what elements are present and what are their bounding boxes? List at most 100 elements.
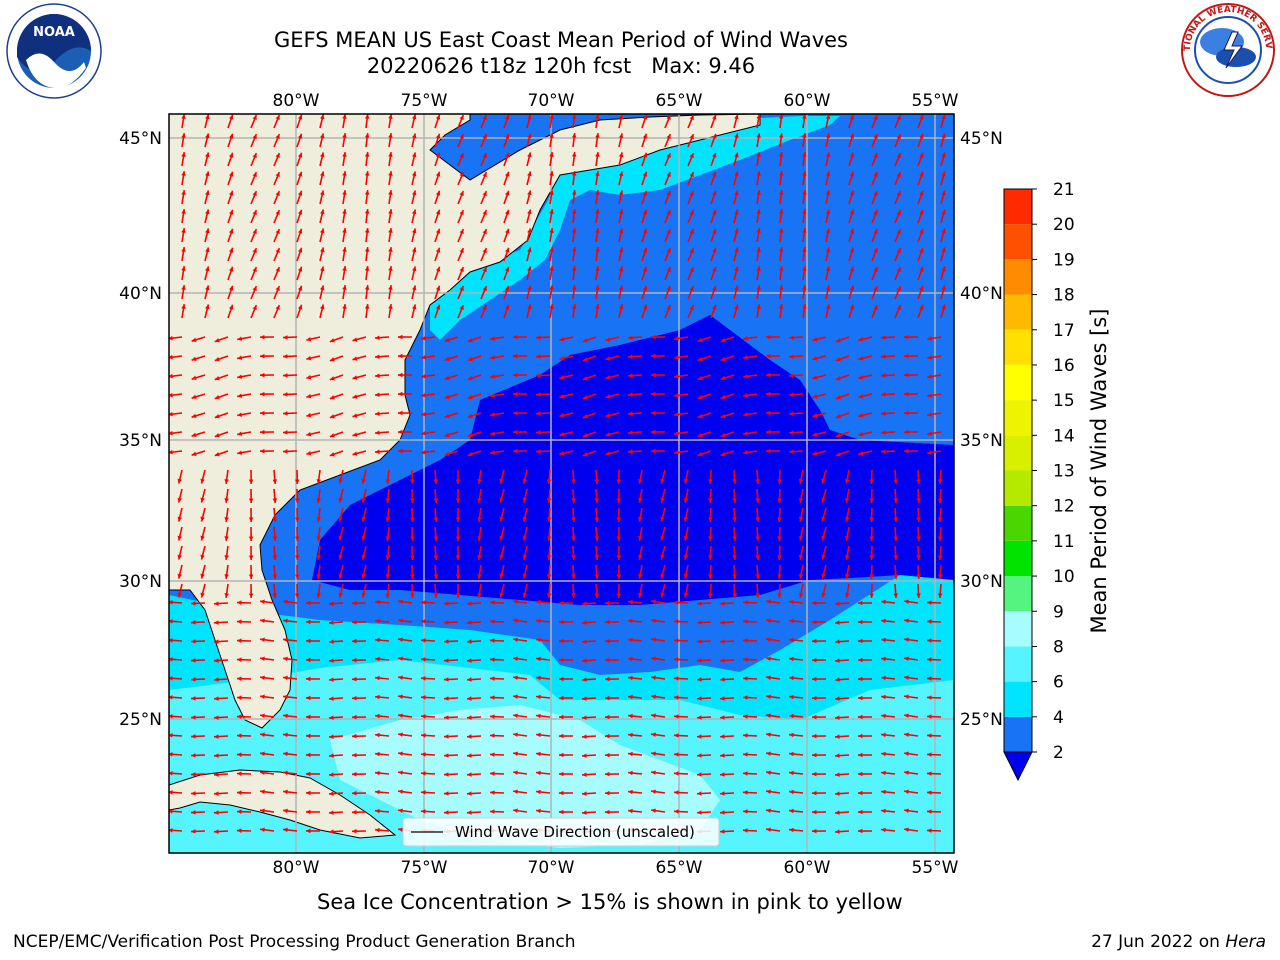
wave-direction-arrow [411, 171, 417, 186]
wave-direction-arrow [880, 411, 896, 416]
wave-direction-arrow [397, 448, 413, 454]
wave-direction-arrow [788, 618, 804, 624]
wave-direction-arrow [224, 526, 229, 541]
wave-direction-arrow [743, 412, 758, 417]
wave-direction-arrow [825, 171, 831, 186]
wave-direction-arrow [857, 676, 873, 682]
wave-direction-arrow [778, 247, 784, 262]
wave-direction-arrow [191, 336, 206, 343]
wave-direction-arrow [871, 133, 878, 148]
colorbar-tick-label: 18 [1053, 286, 1075, 306]
wave-direction-arrow [364, 133, 370, 148]
nws-logo-icon: NATIONAL WEATHER SERVICE [1176, 2, 1275, 97]
wave-direction-arrow [190, 791, 206, 796]
wave-direction-arrow [710, 190, 717, 205]
wave-direction-arrow [903, 353, 919, 359]
wave-direction-arrow [618, 190, 624, 205]
wave-direction-arrow [177, 564, 183, 579]
wave-direction-arrow [869, 507, 874, 523]
wave-direction-arrow [664, 285, 672, 300]
wave-direction-arrow [766, 656, 781, 661]
wave-direction-arrow [871, 304, 878, 319]
wave-direction-arrow [526, 114, 532, 129]
wave-direction-arrow [352, 431, 367, 437]
wave-direction-arrow [489, 714, 505, 719]
wave-direction-arrow [526, 133, 532, 148]
wave-direction-arrow [342, 304, 347, 319]
wave-direction-arrow [616, 507, 622, 523]
wave-direction-arrow [410, 488, 415, 504]
wave-direction-arrow [282, 335, 298, 340]
wave-direction-arrow [273, 133, 281, 148]
wave-direction-arrow [480, 304, 488, 319]
wave-direction-arrow [594, 507, 600, 523]
wave-direction-arrow [871, 152, 878, 167]
wave-direction-arrow [627, 373, 643, 378]
wave-direction-arrow [835, 393, 850, 400]
wave-direction-arrow [848, 133, 855, 148]
wave-direction-arrow [559, 412, 574, 418]
wave-direction-arrow [434, 209, 441, 224]
wave-direction-arrow [858, 374, 873, 380]
wave-direction-arrow [651, 732, 666, 737]
wave-direction-arrow [756, 247, 761, 262]
wave-direction-arrow [811, 638, 827, 644]
wave-direction-arrow [457, 209, 465, 224]
sea-ice-note: Sea Ice Concentration > 15% is shown in … [317, 890, 903, 914]
wave-direction-arrow [708, 564, 713, 580]
wave-direction-arrow [191, 412, 206, 419]
wave-direction-arrow [282, 827, 298, 833]
wave-direction-arrow [457, 247, 465, 262]
wave-direction-arrow [825, 190, 831, 205]
wave-direction-arrow [273, 266, 281, 281]
wave-direction-arrow [282, 713, 298, 719]
wave-direction-arrow [641, 171, 648, 186]
wave-direction-arrow [294, 564, 300, 580]
wave-direction-arrow [305, 771, 321, 777]
wave-direction-arrow [756, 133, 761, 148]
wave-direction-arrow [535, 599, 551, 605]
wave-direction-arrow [236, 828, 252, 833]
wave-direction-arrow [282, 694, 298, 700]
wave-direction-arrow [316, 488, 322, 503]
wave-direction-arrow [282, 808, 298, 814]
wave-direction-arrow [696, 753, 712, 758]
map-frame [168, 113, 955, 854]
wave-direction-arrow [455, 545, 461, 561]
wave-direction-arrow [214, 374, 229, 381]
wave-direction-arrow [466, 639, 482, 644]
wave-direction-arrow [342, 190, 347, 205]
wave-direction-arrow [420, 657, 436, 662]
wave-direction-arrow [374, 373, 390, 378]
wave-direction-arrow [213, 677, 229, 682]
wave-direction-arrow [708, 469, 713, 485]
wave-direction-arrow [710, 209, 717, 224]
wave-direction-arrow [880, 770, 896, 776]
wave-direction-arrow [374, 656, 390, 662]
wave-direction-arrow [638, 583, 643, 598]
wave-direction-arrow [260, 789, 275, 795]
wave-direction-arrow [571, 564, 576, 580]
wave-direction-arrow [306, 450, 321, 456]
wave-direction-arrow [582, 431, 597, 438]
wave-direction-arrow [397, 429, 413, 435]
wave-direction-arrow [650, 353, 666, 359]
wave-direction-arrow [526, 152, 532, 167]
wave-direction-arrow [766, 732, 781, 737]
wave-direction-arrow [651, 675, 666, 680]
lat-label-left: 35°N [119, 431, 162, 451]
wave-direction-arrow [834, 639, 850, 644]
wave-direction-arrow [466, 791, 482, 796]
wave-direction-arrow [319, 266, 325, 281]
wind-wave-arrows [169, 114, 946, 834]
wave-direction-arrow [535, 694, 551, 700]
wave-direction-arrow [719, 829, 735, 834]
wave-direction-arrow [604, 600, 620, 606]
wave-direction-arrow [443, 753, 459, 758]
wave-direction-arrow [778, 266, 784, 281]
wave-direction-arrow [778, 228, 784, 243]
wave-direction-arrow [443, 677, 459, 682]
wave-direction-arrow [236, 771, 252, 776]
wave-direction-arrow [719, 601, 735, 606]
wave-direction-arrow [342, 209, 347, 224]
